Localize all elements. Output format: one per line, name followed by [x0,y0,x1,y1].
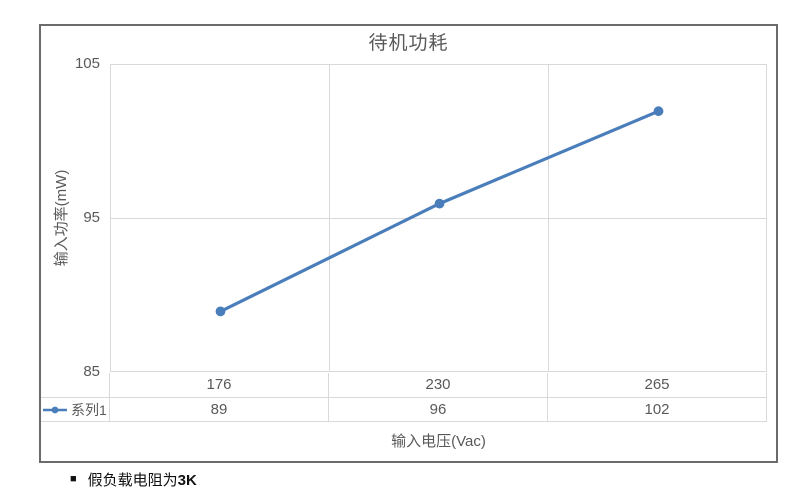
data-table: 176 230 265 系列1 89 96 102 [41,373,767,422]
value-cell: 89 [110,398,329,421]
data-point [215,306,226,317]
legend-series-label: 系列1 [71,401,107,418]
data-point [434,198,445,209]
y-tick-105: 105 [74,55,100,72]
data-table-value-row: 系列1 89 96 102 [41,398,767,422]
x-axis-title: 输入电压(Vac) [391,433,486,450]
horizontal-gridline [111,218,766,219]
category-cell: 176 [110,373,329,397]
data-table-category-row: 176 230 265 [41,373,767,398]
y-tick-95: 95 [83,209,100,226]
footnote-text: 假负载电阻为3K [87,472,197,489]
legend-marker-icon [43,406,67,413]
footnote: ■ 假负载电阻为3K [70,469,197,490]
bullet-square-icon: ■ [70,473,77,485]
plot-area [110,64,767,372]
legend: 系列1 [41,398,110,421]
value-cell: 96 [329,398,548,421]
y-tick-85: 85 [83,363,100,380]
category-cell: 230 [329,373,548,397]
data-point [653,106,664,117]
chart-area: 待机功耗 输入功率(mW) 105 95 85 176 230 265 [39,24,778,463]
category-cell: 265 [548,373,767,397]
legend-spacer [41,373,110,397]
value-cell: 102 [548,398,767,421]
series-line [215,106,664,317]
chart-title: 待机功耗 [368,33,449,54]
